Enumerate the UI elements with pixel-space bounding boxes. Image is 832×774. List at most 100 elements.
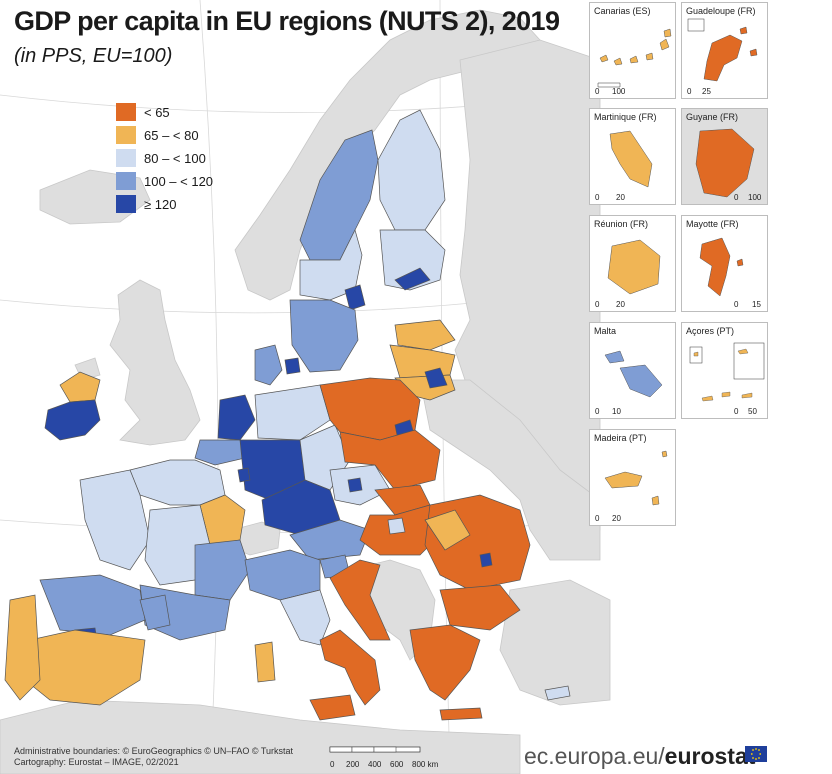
region-sweden-mid bbox=[299, 229, 363, 301]
inset-map bbox=[689, 342, 765, 402]
inset-map bbox=[687, 18, 758, 82]
region-crete bbox=[439, 707, 483, 721]
ukraine-belarus bbox=[419, 379, 601, 561]
legend-item: 80 – < 100 bbox=[116, 147, 213, 169]
inset-reunion: Réunion (FR) 0 20 bbox=[589, 215, 676, 312]
region-italy-south bbox=[319, 629, 381, 706]
scale-label: 0 bbox=[687, 87, 692, 96]
inset-martinique: Martinique (FR) 0 20 bbox=[589, 108, 676, 205]
scale-bar: 0 200 400 600 800 km bbox=[329, 746, 438, 769]
region-copenhagen bbox=[284, 357, 301, 375]
region-italy-centre bbox=[279, 589, 331, 646]
scale-label: 0 bbox=[734, 300, 739, 309]
inset-title: Açores (PT) bbox=[686, 326, 735, 336]
inset-malta: Malta 0 10 bbox=[589, 322, 676, 419]
inset-title: Guyane (FR) bbox=[686, 112, 739, 122]
scale-label: 20 bbox=[612, 514, 621, 523]
legend-item: ≥ 120 bbox=[116, 193, 213, 215]
inset-map bbox=[604, 450, 668, 506]
scale-tick: 800 km bbox=[412, 760, 438, 769]
region-greece bbox=[409, 624, 481, 701]
region-ireland-north-west bbox=[59, 371, 101, 403]
region-bulgaria bbox=[439, 584, 521, 631]
legend-item: 65 – < 80 bbox=[116, 124, 213, 146]
region-spain-central bbox=[24, 629, 146, 706]
north-africa bbox=[0, 699, 521, 774]
region-stockholm bbox=[344, 284, 366, 311]
brand-name: eurostat bbox=[664, 743, 756, 769]
legend-swatch bbox=[116, 172, 136, 190]
scale-tick: 0 bbox=[330, 760, 335, 769]
region-sicily bbox=[309, 694, 356, 721]
region-croatia bbox=[329, 559, 391, 641]
legend-swatch bbox=[116, 149, 136, 167]
inset-title: Madeira (PT) bbox=[594, 433, 647, 443]
brand-url: ec.europa.eu/ bbox=[524, 743, 665, 769]
region-belgium bbox=[194, 439, 246, 466]
scale-label: 0 bbox=[734, 193, 739, 202]
inset-map bbox=[597, 28, 672, 88]
attribution-cartography: Cartography: Eurostat – IMAGE, 02/2021 bbox=[14, 757, 179, 767]
inset-canarias: Canarias (ES) 0 100 bbox=[589, 2, 676, 99]
inset-title: Malta bbox=[594, 326, 617, 336]
scale-label: 0 bbox=[595, 193, 600, 202]
legend: < 65 65 – < 80 80 – < 100 100 – < 120 ≥ … bbox=[116, 101, 213, 216]
region-cyprus bbox=[544, 685, 571, 701]
inset-map bbox=[695, 128, 755, 198]
turkey bbox=[499, 579, 611, 706]
region-helsinki bbox=[394, 267, 431, 291]
scale-label: 50 bbox=[748, 407, 757, 416]
scale-label: 0 bbox=[595, 300, 600, 309]
region-netherlands bbox=[217, 394, 256, 441]
inset-azores: Açores (PT) 0 50 bbox=[681, 322, 768, 419]
map-subtitle: (in PPS, EU=100) bbox=[14, 45, 173, 67]
region-france-north bbox=[129, 459, 226, 506]
map-title: GDP per capita in EU regions (NUTS 2), 2… bbox=[14, 6, 560, 36]
inset-map bbox=[609, 130, 653, 188]
legend-label: < 65 bbox=[144, 104, 170, 120]
scale-label: 0 bbox=[595, 87, 600, 96]
scale-tick: 400 bbox=[368, 760, 382, 769]
region-vilnius bbox=[424, 367, 448, 389]
scale-label: 100 bbox=[748, 193, 762, 202]
scale-label: 25 bbox=[702, 87, 711, 96]
eurostat-brand: ec.europa.eu/eurostat bbox=[524, 743, 755, 770]
region-poland-south bbox=[339, 429, 441, 491]
legend-label: 100 – < 120 bbox=[144, 173, 214, 189]
inset-title: Mayotte (FR) bbox=[686, 219, 739, 229]
scale-label: 10 bbox=[612, 407, 621, 416]
scale-tick: 200 bbox=[346, 760, 360, 769]
scale-label: 20 bbox=[616, 193, 625, 202]
inset-title: Réunion (FR) bbox=[594, 219, 649, 229]
region-prague bbox=[347, 477, 363, 493]
region-sweden-south bbox=[289, 299, 359, 373]
legend-label: 65 – < 80 bbox=[144, 127, 199, 143]
region-catalonia bbox=[139, 594, 171, 631]
legend-swatch bbox=[116, 103, 136, 121]
inset-title: Canarias (ES) bbox=[594, 6, 651, 16]
region-budapest bbox=[387, 517, 406, 535]
scale-label: 20 bbox=[616, 300, 625, 309]
inset-mayotte: Mayotte (FR) 0 15 bbox=[681, 215, 768, 312]
outermost-regions-insets: Canarias (ES) 0 100 Guadeloupe (FR) 0 25… bbox=[585, 0, 775, 530]
attribution: Administrative boundaries: © EuroGeograp… bbox=[14, 746, 293, 768]
region-portugal bbox=[4, 594, 41, 701]
eu-flag-icon bbox=[745, 746, 767, 762]
region-romania-west bbox=[424, 509, 471, 551]
inset-madeira: Madeira (PT) 0 20 bbox=[589, 429, 676, 526]
legend-swatch bbox=[116, 195, 136, 213]
scale-label: 0 bbox=[595, 407, 600, 416]
region-ireland-south bbox=[44, 399, 101, 441]
legend-label: 80 – < 100 bbox=[144, 150, 206, 166]
inset-map bbox=[604, 350, 663, 398]
legend-item: < 65 bbox=[116, 101, 213, 123]
region-estonia bbox=[394, 319, 456, 351]
attribution-boundaries: Administrative boundaries: © EuroGeograp… bbox=[14, 746, 294, 756]
region-france-west bbox=[79, 469, 151, 571]
inset-map bbox=[699, 237, 744, 297]
region-germany-north bbox=[254, 384, 331, 441]
scale-label: 15 bbox=[752, 300, 761, 309]
inset-guadeloupe: Guadeloupe (FR) 0 25 bbox=[681, 2, 768, 99]
region-luxembourg bbox=[237, 467, 251, 483]
